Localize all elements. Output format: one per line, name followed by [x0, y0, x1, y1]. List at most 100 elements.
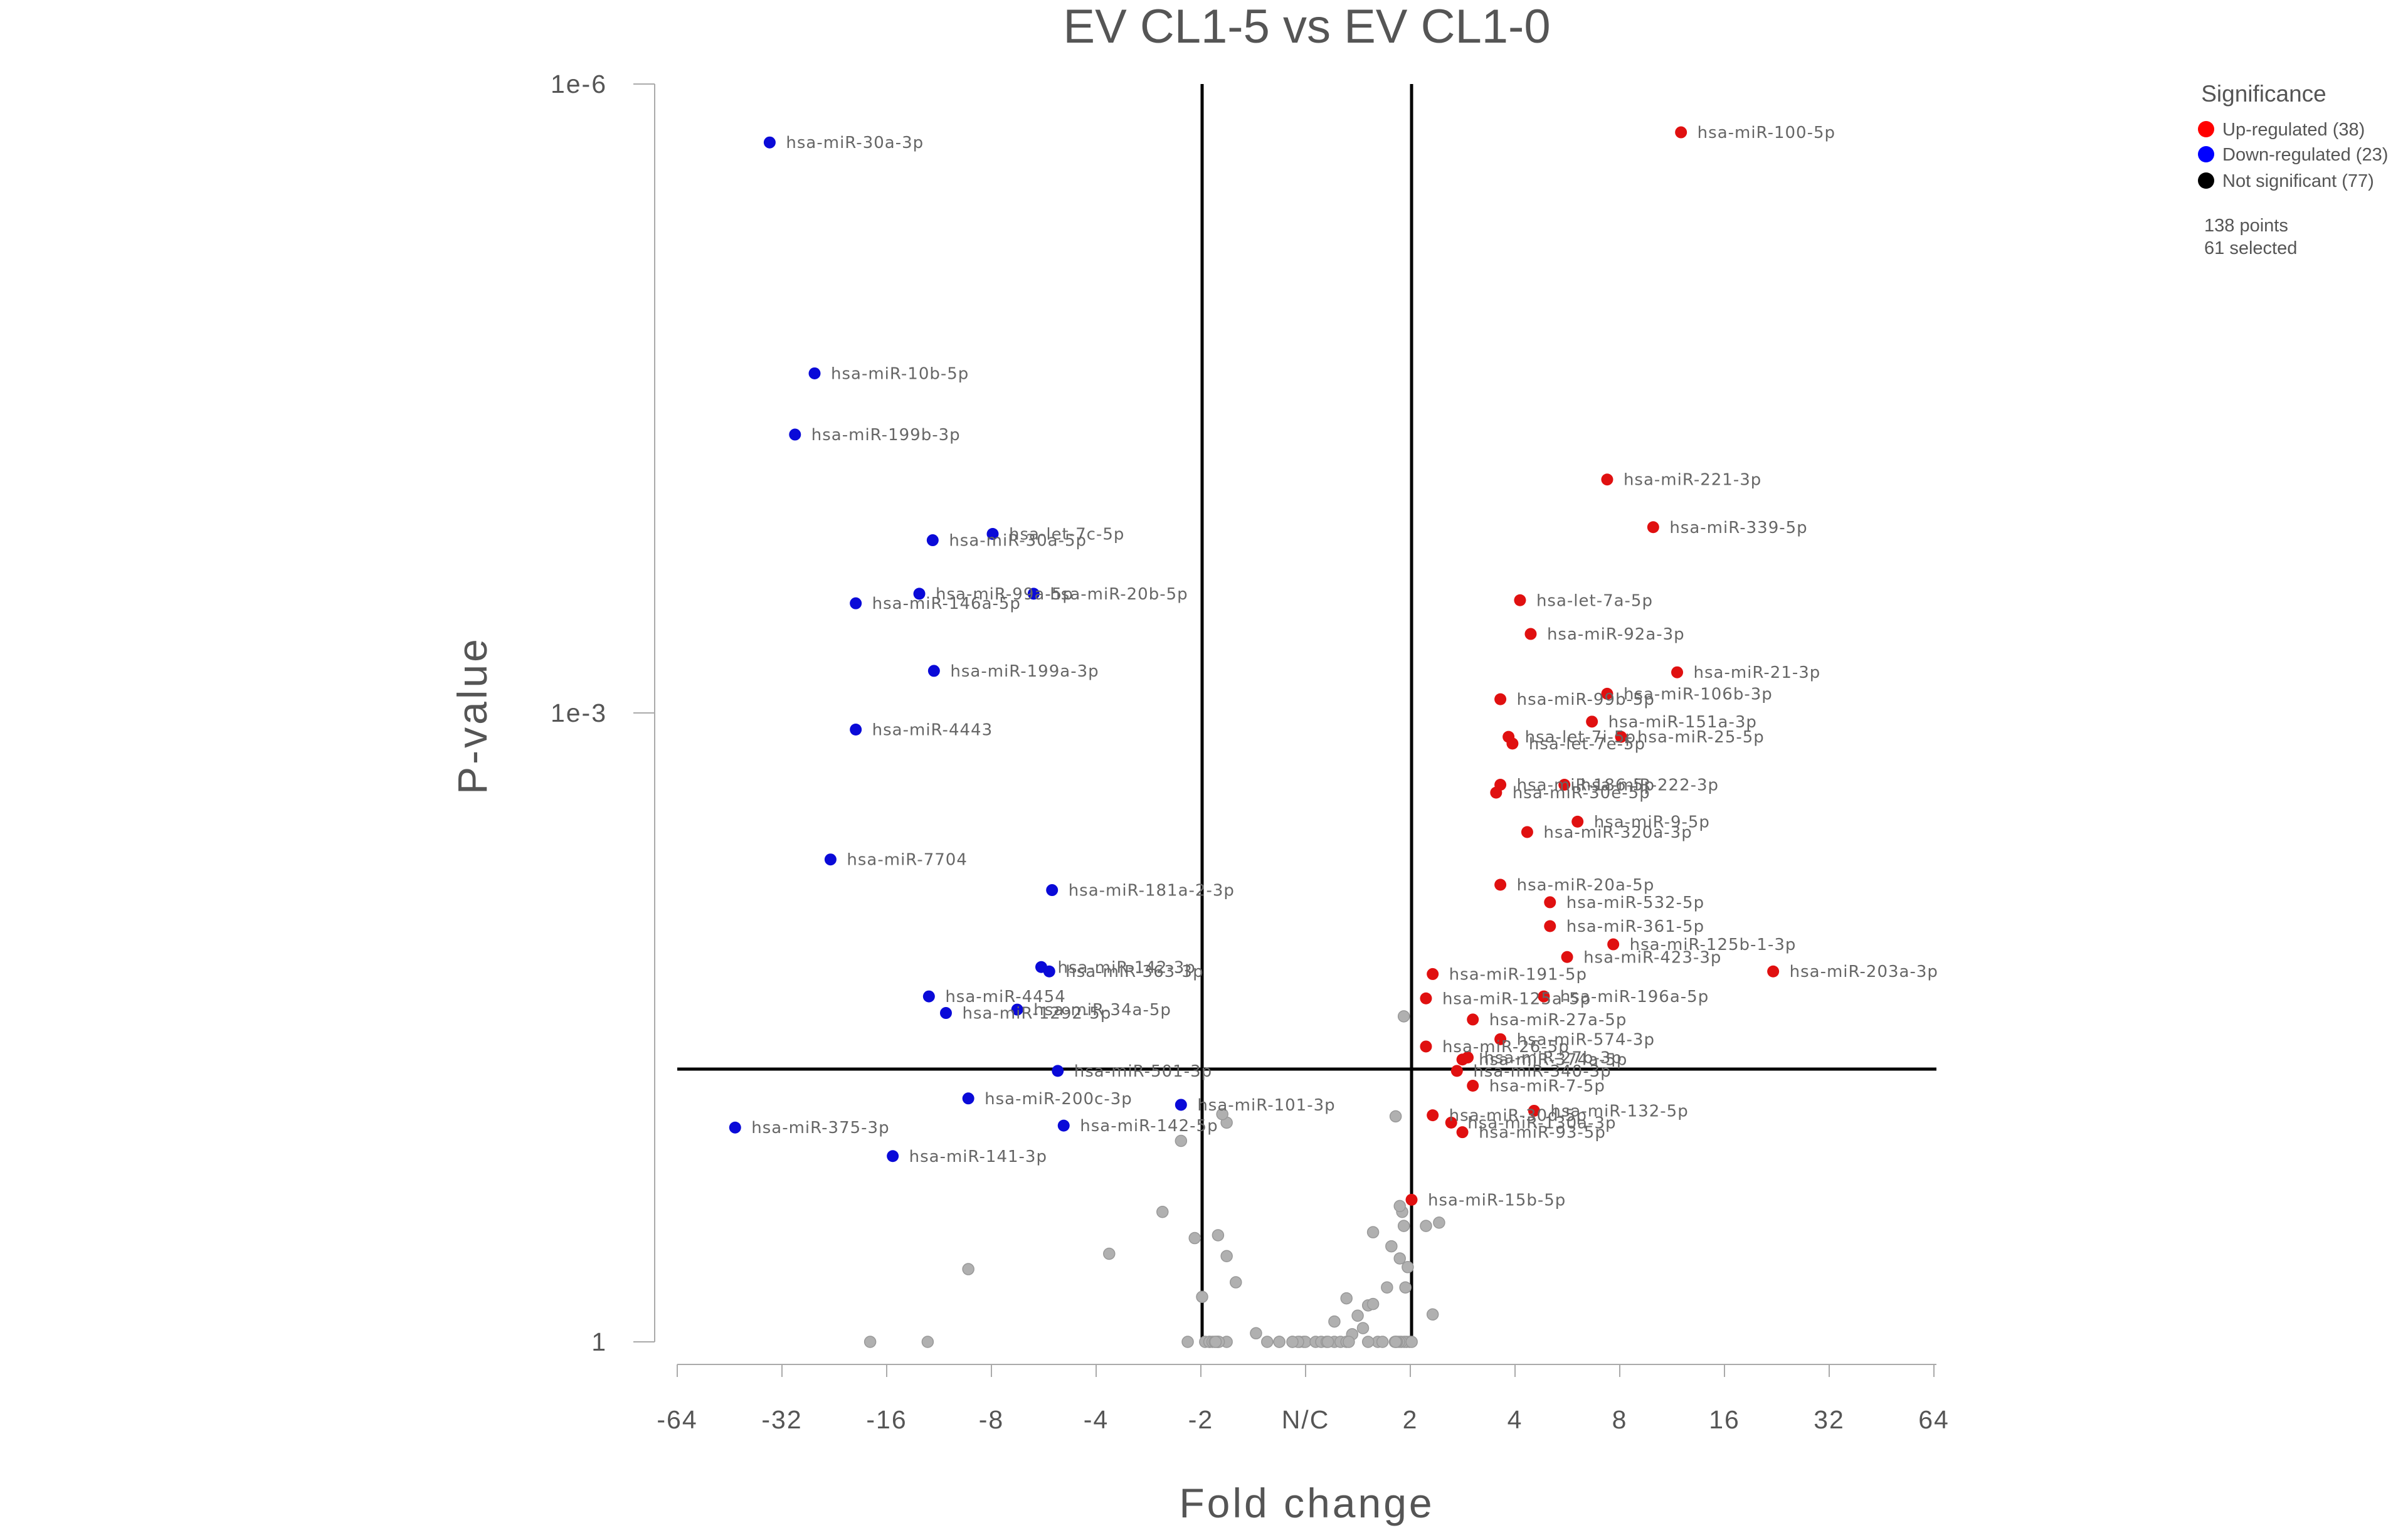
up-regulated-point[interactable]	[1528, 1104, 1540, 1117]
down-regulated-point[interactable]	[887, 1150, 899, 1163]
down-regulated-point[interactable]	[1057, 1119, 1070, 1132]
not-significant-point[interactable]	[1397, 1010, 1410, 1023]
up-regulated-point[interactable]	[1494, 1033, 1507, 1045]
up-regulated-point[interactable]	[1467, 1079, 1479, 1092]
up-regulated-point[interactable]	[1462, 1051, 1474, 1063]
not-significant-point[interactable]	[1261, 1336, 1274, 1348]
up-regulated-point[interactable]	[1615, 730, 1627, 743]
up-regulated-point[interactable]	[1601, 687, 1613, 700]
up-regulated-point[interactable]	[1538, 990, 1550, 1003]
up-regulated-point[interactable]	[1561, 951, 1573, 963]
down-regulated-point[interactable]	[1043, 965, 1055, 978]
not-significant-point[interactable]	[1212, 1229, 1225, 1242]
up-regulated-point[interactable]	[1490, 786, 1502, 799]
up-regulated-point[interactable]	[1445, 1116, 1457, 1129]
up-regulated-point[interactable]	[1420, 1040, 1432, 1053]
not-significant-point[interactable]	[1361, 1336, 1375, 1348]
down-regulated-point[interactable]	[808, 367, 821, 379]
up-regulated-point[interactable]	[1647, 521, 1659, 534]
not-significant-point[interactable]	[1103, 1247, 1116, 1260]
down-regulated-point[interactable]	[1011, 1003, 1023, 1016]
up-regulated-point[interactable]	[1524, 628, 1537, 640]
down-regulated-point[interactable]	[763, 136, 776, 149]
up-regulated-point[interactable]	[1544, 920, 1556, 932]
up-regulated-point[interactable]	[1494, 878, 1507, 891]
not-significant-point[interactable]	[1389, 1110, 1402, 1123]
up-regulated-point[interactable]	[1514, 594, 1526, 606]
x-axis-ticks: -64 -32 -16 -8 -4 -2 N/C 2 4 8 16 32 64	[657, 1364, 1948, 1434]
down-regulated-point[interactable]	[824, 853, 837, 866]
not-significant-point[interactable]	[1381, 1281, 1393, 1294]
not-significant-point[interactable]	[1230, 1276, 1242, 1289]
not-significant-point[interactable]	[1376, 1336, 1389, 1348]
not-significant-point[interactable]	[1156, 1206, 1169, 1218]
up-regulated-point[interactable]	[1558, 778, 1571, 791]
not-significant-point[interactable]	[1366, 1226, 1380, 1238]
not-significant-point[interactable]	[1405, 1336, 1418, 1348]
not-significant-point[interactable]	[1216, 1108, 1228, 1121]
down-regulated-point[interactable]	[927, 665, 940, 677]
up-regulated-point[interactable]	[1427, 1109, 1439, 1122]
down-regulated-point[interactable]	[962, 1092, 974, 1105]
down-regulated-point[interactable]	[850, 723, 862, 736]
not-significant-point[interactable]	[1220, 1250, 1233, 1263]
not-significant-point[interactable]	[1389, 1336, 1402, 1348]
not-significant-point[interactable]	[1273, 1336, 1286, 1348]
not-significant-point[interactable]	[921, 1336, 934, 1348]
down-regulated-point[interactable]	[926, 534, 939, 547]
down-regulated-point[interactable]	[939, 1007, 952, 1020]
not-significant-point[interactable]	[1393, 1252, 1406, 1265]
not-significant-point[interactable]	[1196, 1290, 1208, 1303]
up-regulated-point[interactable]	[1607, 938, 1620, 951]
not-significant-point[interactable]	[1366, 1297, 1380, 1311]
not-significant-point[interactable]	[1397, 1220, 1410, 1232]
up-regulated-point[interactable]	[1456, 1126, 1469, 1139]
down-regulated-point[interactable]	[1175, 1099, 1187, 1111]
down-regulated-point[interactable]	[789, 428, 801, 441]
up-regulated-point[interactable]	[1420, 992, 1432, 1005]
down-regulated-point[interactable]	[729, 1121, 741, 1134]
not-significant-point[interactable]	[1286, 1336, 1299, 1348]
up-regulated-point[interactable]	[1467, 1013, 1479, 1026]
not-significant-point[interactable]	[1420, 1220, 1432, 1232]
up-regulated-point[interactable]	[1767, 965, 1780, 978]
not-significant-point[interactable]	[1433, 1216, 1445, 1229]
down-regulated-point[interactable]	[913, 588, 926, 600]
not-significant-point[interactable]	[1351, 1309, 1364, 1322]
down-regulated-point[interactable]	[922, 990, 935, 1003]
up-regulated-point[interactable]	[1586, 715, 1598, 728]
not-significant-point[interactable]	[1402, 1261, 1414, 1274]
up-regulated-point[interactable]	[1601, 473, 1613, 486]
up-regulated-point[interactable]	[1494, 693, 1507, 705]
not-significant-point[interactable]	[1321, 1336, 1334, 1348]
not-significant-point[interactable]	[1328, 1315, 1341, 1328]
not-significant-point[interactable]	[1209, 1336, 1222, 1348]
up-regulated-point[interactable]	[1427, 968, 1439, 980]
not-significant-point[interactable]	[1250, 1327, 1262, 1340]
not-significant-point[interactable]	[1343, 1336, 1355, 1348]
not-significant-point[interactable]	[1340, 1292, 1353, 1305]
up-regulated-point[interactable]	[1671, 666, 1684, 678]
up-regulated-point[interactable]	[1450, 1065, 1463, 1077]
up-regulated-point[interactable]	[1675, 126, 1687, 139]
up-regulated-point[interactable]	[1405, 1193, 1418, 1206]
not-significant-point[interactable]	[962, 1263, 974, 1275]
not-significant-point[interactable]	[1393, 1200, 1406, 1213]
not-significant-point[interactable]	[1175, 1134, 1188, 1147]
not-significant-point[interactable]	[1426, 1308, 1439, 1321]
up-regulated-point[interactable]	[1544, 896, 1556, 909]
up-regulated-point[interactable]	[1571, 815, 1584, 828]
down-regulated-point[interactable]	[1052, 1065, 1064, 1077]
up-regulated-point[interactable]	[1506, 737, 1519, 750]
down-regulated-point[interactable]	[986, 528, 999, 541]
not-significant-point[interactable]	[863, 1336, 877, 1348]
up-regulated-point[interactable]	[1521, 826, 1533, 838]
down-regulated-point[interactable]	[1027, 588, 1040, 600]
down-regulated-point[interactable]	[850, 597, 862, 609]
down-regulated-point[interactable]	[1046, 884, 1059, 897]
not-significant-point[interactable]	[1188, 1231, 1201, 1245]
not-significant-point[interactable]	[1356, 1322, 1370, 1334]
not-significant-point[interactable]	[1181, 1336, 1194, 1348]
not-significant-point[interactable]	[1385, 1240, 1398, 1253]
not-significant-point[interactable]	[1399, 1281, 1412, 1294]
